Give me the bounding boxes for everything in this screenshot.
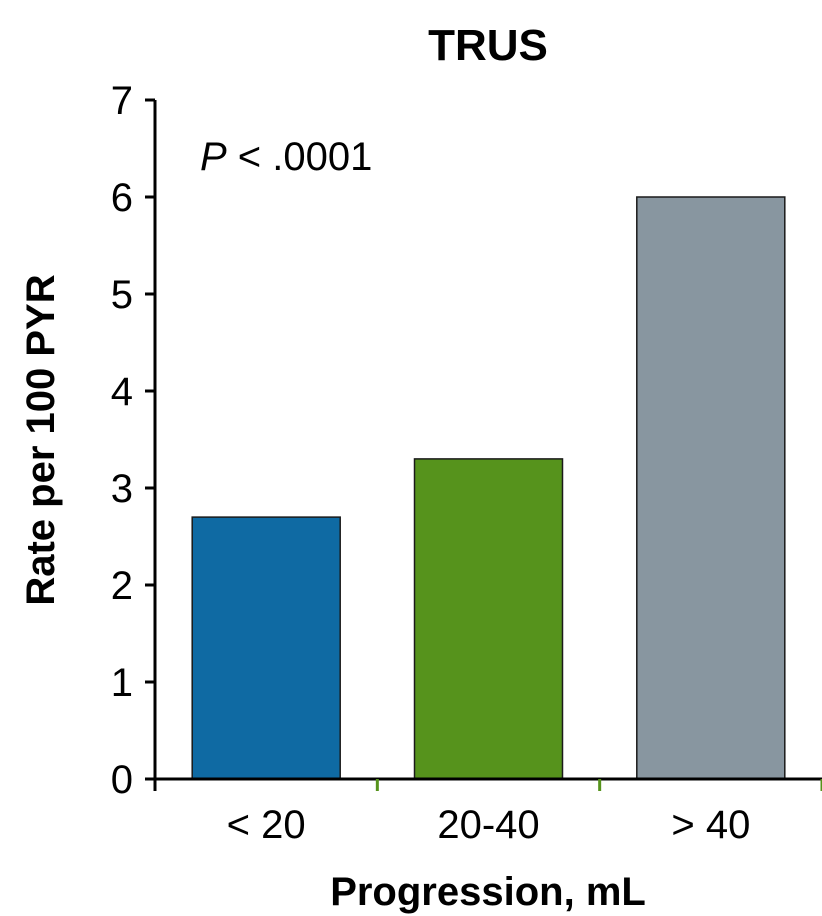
y-tick-label: 4 [111, 370, 133, 414]
bar-0 [191, 516, 341, 780]
y-tick-label: 2 [111, 564, 133, 608]
y-tick-label: 7 [111, 79, 133, 123]
x-tick-label: 20-40 [437, 803, 539, 847]
bars-group [191, 196, 786, 780]
x-tick-label: > 40 [671, 803, 750, 847]
y-axis-label: Rate per 100 PYR [19, 274, 63, 605]
y-tick-label: 0 [111, 758, 133, 802]
y-tick-label: 1 [111, 661, 133, 705]
p-value-symbol: P [200, 135, 227, 179]
x-ticks-group: < 20 20-40 > 40 [153, 779, 822, 847]
axes-group [153, 100, 822, 781]
chart-title: TRUS [428, 21, 548, 70]
y-tick-label: 6 [111, 176, 133, 220]
x-tick-label: < 20 [227, 803, 306, 847]
p-value-text: < .0001 [227, 135, 373, 179]
bar-2 [636, 196, 786, 780]
y-tick-label: 5 [111, 273, 133, 317]
y-ticks-group: 0 1 2 3 4 5 6 7 [111, 79, 155, 802]
y-tick-label: 3 [111, 467, 133, 511]
bar-1 [413, 458, 564, 780]
p-value-annotation: P < .0001 [200, 135, 372, 179]
x-axis-label: Progression, mL [330, 870, 646, 914]
